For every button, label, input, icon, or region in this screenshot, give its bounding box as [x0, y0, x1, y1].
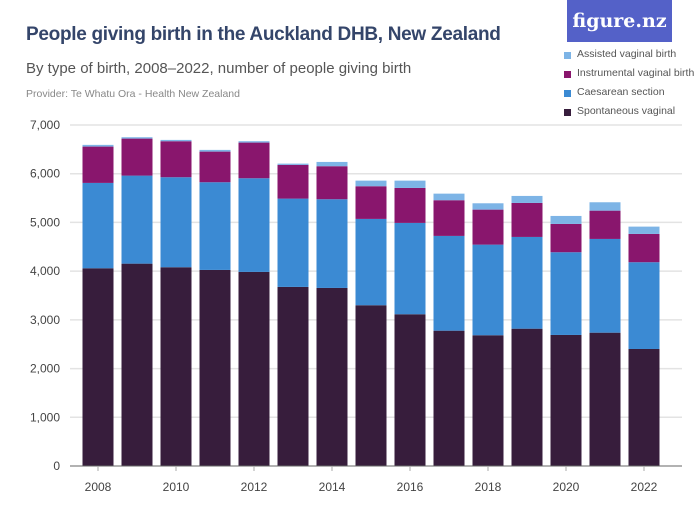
bar-segment — [394, 180, 426, 188]
bar-segment — [628, 348, 660, 466]
x-tick-label: 2010 — [163, 480, 190, 494]
bar-segment — [277, 286, 309, 466]
figure-nz-logo[interactable]: figure.nz — [567, 0, 672, 42]
bar-segment — [589, 332, 621, 466]
bar-segment — [199, 269, 231, 466]
bar-segment — [121, 263, 153, 466]
legend-item: Caesarean section — [564, 82, 694, 101]
bar-segment — [316, 287, 348, 466]
y-tick-label: 6,000 — [30, 167, 60, 181]
bar-segment — [628, 262, 660, 349]
bar-segment — [433, 200, 465, 236]
legend-swatch — [564, 70, 571, 78]
bar-segment — [316, 199, 348, 288]
bar-segment — [472, 209, 504, 245]
bar-segment — [511, 328, 543, 466]
bar-segment — [472, 335, 504, 466]
bar-segment — [394, 222, 426, 315]
x-tick-label: 2018 — [475, 480, 502, 494]
x-tick-label: 2022 — [631, 480, 658, 494]
x-tick-label: 2016 — [397, 480, 424, 494]
bar-segment — [472, 244, 504, 336]
legend-swatch — [564, 51, 571, 59]
y-tick-label: 4,000 — [30, 264, 60, 278]
y-tick-label: 3,000 — [30, 313, 60, 327]
y-tick-label: 0 — [53, 459, 60, 473]
bar-segment — [238, 142, 270, 179]
legend-label: Instrumental vaginal birth — [577, 66, 695, 79]
bar-segment — [550, 215, 582, 224]
y-tick-label: 1,000 — [30, 410, 60, 424]
bar-segment — [277, 198, 309, 287]
bar-segment — [160, 267, 192, 466]
y-tick-label: 2,000 — [30, 362, 60, 376]
bar-segment — [199, 149, 231, 152]
bar-segment — [82, 144, 114, 147]
bar-segment — [511, 202, 543, 237]
bar-segment — [121, 137, 153, 139]
bar-segment — [238, 271, 270, 466]
bar-segment — [160, 177, 192, 268]
bar-segment — [628, 233, 660, 263]
x-tick-label: 2008 — [85, 480, 112, 494]
bar-segment — [628, 226, 660, 234]
x-tick-label: 2014 — [319, 480, 346, 494]
bar-segment — [355, 305, 387, 466]
chart-title: People giving birth in the Auckland DHB,… — [26, 24, 501, 45]
provider-text: Provider: Te Whatu Ora - Health New Zeal… — [26, 88, 240, 100]
bar-segment — [277, 163, 309, 165]
legend-item: Spontaneous vaginal — [564, 101, 694, 120]
x-tick-label: 2012 — [241, 480, 268, 494]
x-tick-label: 2020 — [553, 480, 580, 494]
bar-segment — [355, 218, 387, 306]
chart-subtitle: By type of birth, 2008–2022, number of p… — [26, 60, 412, 77]
bar-segment — [589, 202, 621, 211]
bar-segment — [316, 166, 348, 200]
y-tick-label: 5,000 — [30, 215, 60, 229]
bar-segment — [316, 161, 348, 167]
bar-segment — [394, 314, 426, 466]
legend-label: Spontaneous vaginal — [577, 104, 676, 117]
legend-label: Caesarean section — [577, 85, 665, 98]
legend-swatch — [564, 108, 571, 116]
legend: Assisted vaginal birth Instrumental vagi… — [564, 44, 694, 120]
bar-segment — [199, 182, 231, 270]
bar-segment — [550, 223, 582, 253]
bar-segment — [199, 151, 231, 183]
bar-segment — [82, 182, 114, 269]
bar-segment — [394, 187, 426, 223]
bar-segment — [238, 178, 270, 272]
bar-segment — [472, 203, 504, 210]
bar-segment — [121, 138, 153, 176]
legend-swatch — [564, 89, 571, 97]
bar-segment — [550, 334, 582, 466]
bar-segment — [160, 141, 192, 178]
bar-segment — [277, 164, 309, 199]
bar-segment — [121, 175, 153, 264]
bar-segment — [589, 238, 621, 333]
legend-item: Instrumental vaginal birth — [564, 63, 694, 82]
bar-segment — [82, 268, 114, 466]
bar-segment — [355, 180, 387, 187]
bar-segment — [511, 195, 543, 203]
bar-segment — [511, 236, 543, 329]
bar-segment — [550, 252, 582, 335]
legend-label: Assisted vaginal birth — [577, 47, 677, 60]
bar-segment — [433, 193, 465, 201]
bar-segment — [355, 186, 387, 219]
legend-item: Assisted vaginal birth — [564, 44, 694, 63]
bar-segment — [589, 210, 621, 239]
bar-segment — [82, 146, 114, 183]
y-tick-label: 7,000 — [30, 118, 60, 132]
bar-segment — [433, 235, 465, 331]
bar-segment — [433, 330, 465, 466]
bar-segment — [160, 139, 192, 142]
bar-segment — [238, 141, 270, 143]
